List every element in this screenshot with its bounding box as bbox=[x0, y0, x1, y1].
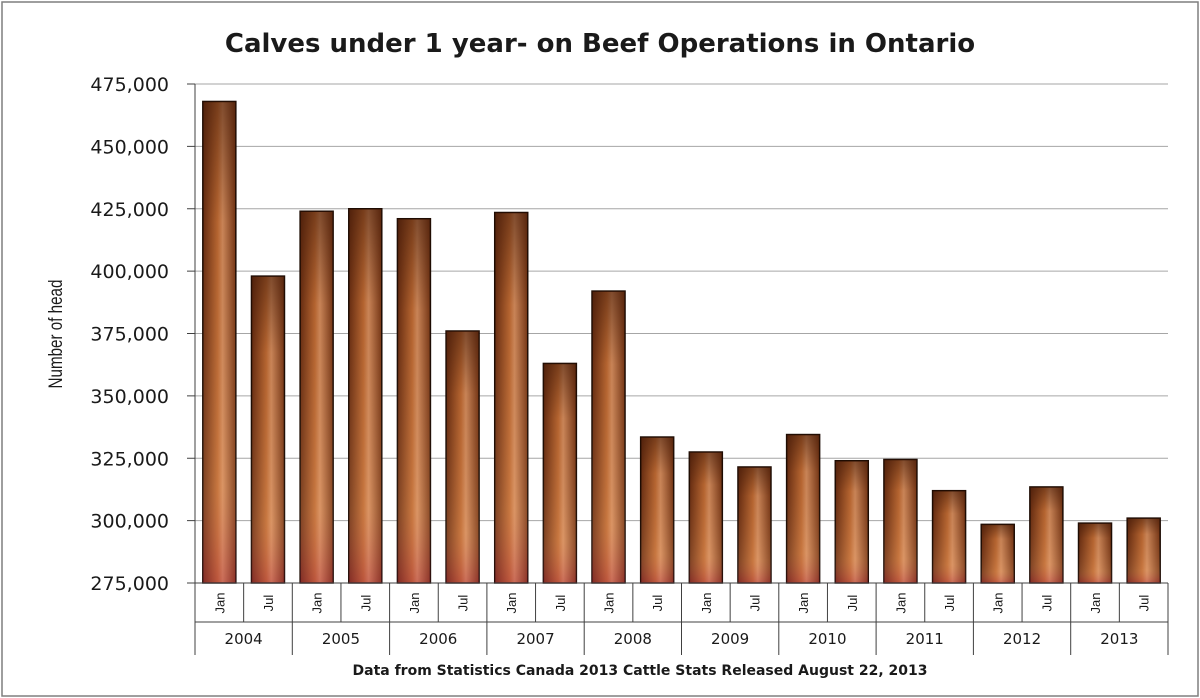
bar bbox=[299, 210, 334, 584]
x-year-label: 2013 bbox=[1100, 630, 1138, 648]
bar-shading bbox=[1127, 518, 1161, 583]
chart-title: Calves under 1 year- on Beef Operations … bbox=[225, 29, 975, 59]
bar bbox=[1029, 486, 1064, 584]
bar-shading bbox=[251, 276, 285, 583]
x-month-label: Jul bbox=[261, 595, 276, 612]
bar-shading bbox=[835, 460, 869, 583]
y-tick-label: 275,000 bbox=[90, 573, 169, 595]
x-month-label: Jan bbox=[991, 593, 1006, 614]
bar-shading bbox=[592, 291, 626, 583]
x-month-label: Jul bbox=[942, 595, 957, 612]
x-year-label: 2009 bbox=[711, 630, 749, 648]
x-month-label: Jan bbox=[310, 593, 325, 614]
x-month-label: Jul bbox=[1137, 595, 1152, 612]
y-tick-label: 425,000 bbox=[90, 199, 169, 221]
bar bbox=[785, 433, 821, 584]
bar bbox=[883, 458, 918, 584]
bar-shading bbox=[397, 218, 431, 584]
y-axis-label: Number of head bbox=[44, 280, 66, 389]
bar bbox=[931, 489, 967, 584]
x-year-label: 2011 bbox=[906, 630, 944, 648]
bar-shading bbox=[786, 434, 820, 583]
x-month-label: Jan bbox=[699, 593, 714, 614]
bar bbox=[202, 100, 237, 584]
y-tick-label: 475,000 bbox=[90, 74, 169, 96]
bar-shading bbox=[981, 524, 1015, 583]
bar-shading bbox=[348, 208, 382, 583]
bar-shading bbox=[689, 452, 723, 583]
x-month-label: Jan bbox=[893, 593, 908, 614]
bar-shading bbox=[300, 211, 334, 583]
x-month-label: Jan bbox=[796, 593, 811, 614]
y-axis: 275,000 300,000 325,000 350,000 375,000 400,0… bbox=[90, 74, 196, 595]
x-month-label: Jul bbox=[358, 595, 373, 612]
x-year-label: 2007 bbox=[516, 630, 554, 648]
x-year-label: 2008 bbox=[614, 630, 652, 648]
bar-shading bbox=[202, 101, 236, 583]
y-tick-label: 400,000 bbox=[90, 261, 169, 283]
bar bbox=[591, 290, 626, 584]
bar bbox=[493, 211, 529, 584]
bar-shading bbox=[494, 212, 528, 583]
bar bbox=[980, 523, 1015, 584]
bar bbox=[542, 362, 578, 584]
x-month-label: Jan bbox=[602, 593, 617, 614]
bar bbox=[1077, 522, 1113, 584]
bar bbox=[737, 466, 772, 584]
x-month-label: Jul bbox=[650, 595, 665, 612]
x-year-label: 2004 bbox=[225, 630, 263, 648]
x-axis: Jan Jul Jan Jul Jan Jul Jan Jul Jan Jul Jan Jul Jan J… bbox=[194, 582, 1169, 655]
bar bbox=[1126, 517, 1161, 584]
bar bbox=[396, 217, 432, 584]
y-tick-label: 325,000 bbox=[90, 448, 169, 470]
bar bbox=[250, 275, 286, 584]
source-note: Data from Statistics Canada 2013 Cattle … bbox=[353, 663, 928, 679]
bar-shading bbox=[543, 363, 577, 583]
x-year-label: 2012 bbox=[1003, 630, 1041, 648]
y-tick-label: 300,000 bbox=[90, 511, 169, 533]
bar bbox=[834, 459, 870, 584]
x-month-label: Jul bbox=[1039, 595, 1054, 612]
x-month-label: Jul bbox=[747, 595, 762, 612]
x-year-label: 2005 bbox=[322, 630, 360, 648]
x-year-label: 2006 bbox=[419, 630, 457, 648]
x-month-label: Jan bbox=[1088, 593, 1103, 614]
bar-shading bbox=[446, 331, 480, 583]
bar-shading bbox=[1078, 523, 1112, 583]
bar bbox=[348, 208, 383, 584]
x-month-label: Jul bbox=[845, 595, 860, 612]
bar-shading bbox=[640, 437, 674, 583]
y-tick-label: 375,000 bbox=[90, 324, 169, 346]
x-month-label: Jan bbox=[504, 593, 519, 614]
x-year-label: 2010 bbox=[808, 630, 846, 648]
bar bbox=[639, 436, 675, 584]
bar bbox=[445, 330, 480, 584]
y-tick-label: 450,000 bbox=[90, 136, 169, 158]
bar-shading bbox=[932, 490, 966, 583]
bar-shading bbox=[883, 459, 917, 583]
bar-shading bbox=[737, 466, 771, 583]
x-month-label: Jan bbox=[407, 593, 422, 614]
bar-shading bbox=[1029, 486, 1063, 583]
y-tick-label: 350,000 bbox=[90, 386, 169, 408]
x-month-label: Jul bbox=[553, 595, 568, 612]
x-month-label: Jan bbox=[212, 593, 227, 614]
bar bbox=[688, 451, 724, 584]
x-month-label: Jul bbox=[456, 595, 471, 612]
